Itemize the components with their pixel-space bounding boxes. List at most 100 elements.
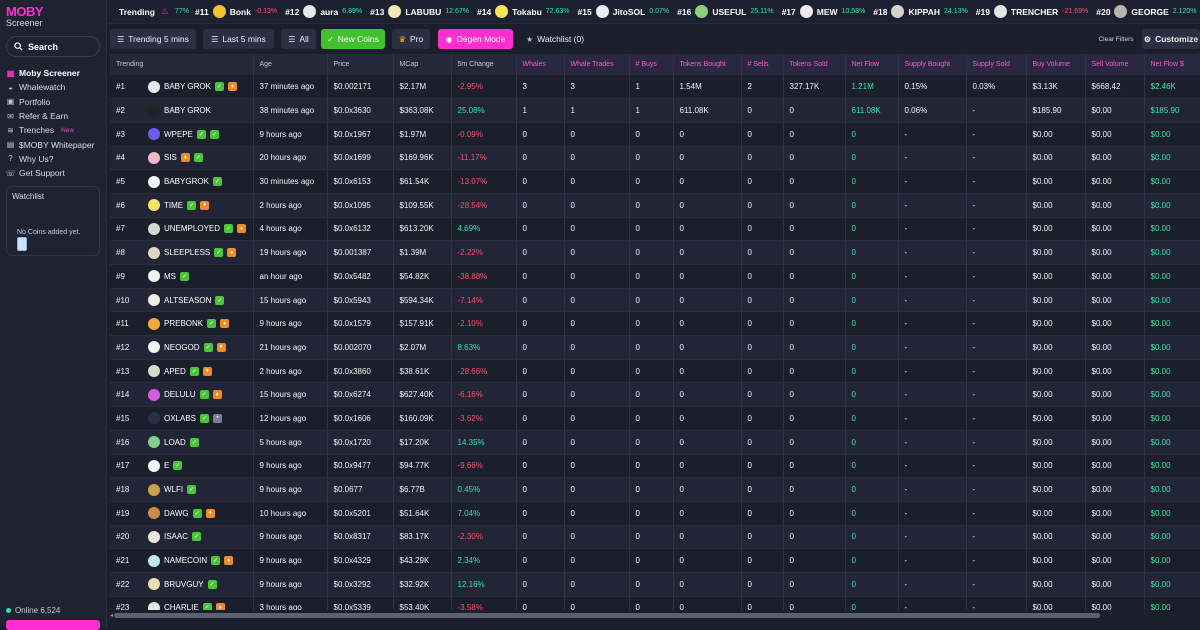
sidebar-item-why-us[interactable]: ? Why Us?: [6, 152, 104, 166]
token-cell[interactable]: #3 WPEPE ✓ ✓: [110, 122, 254, 147]
table-row[interactable]: #8 SLEEPLESS ✓ ♦ 19 hours ago $0.001387 $1.39…: [110, 240, 1200, 265]
token-cell[interactable]: #22 BRUVGUY ✓: [110, 572, 254, 597]
column-header[interactable]: Net Flow: [845, 54, 899, 75]
watchlist-button[interactable]: ★ Watchlist (0): [520, 29, 590, 49]
customize-button[interactable]: ⚙ Customize: [1142, 29, 1200, 49]
table-row[interactable]: #18 WLFI ✓ 9 hours ago $0.0677 $6.77B 0.45% 0 0…: [110, 477, 1200, 502]
column-header[interactable]: Sell Volume: [1085, 54, 1145, 75]
token-cell[interactable]: #14 DELULU ✓ ♦: [110, 382, 254, 408]
token-cell[interactable]: #8 SLEEPLESS ✓ ♦: [110, 240, 254, 265]
table-row[interactable]: #15 OXLABS ✓ • 12 hours ago $0.0x1606 $160.09…: [110, 406, 1200, 431]
scroll-left-arrow-icon[interactable]: ◂: [110, 613, 114, 619]
token-cell[interactable]: #15 OXLABS ✓ •: [110, 406, 254, 431]
table-row[interactable]: #13 APED ✓ ♦ 2 hours ago $0.0x3860 $38.61K -28…: [110, 359, 1200, 384]
sidebar-cta-button[interactable]: [6, 620, 100, 630]
table-row[interactable]: #16 LOAD ✓ 5 hours ago $0.0x1720 $17.20K 14.3…: [110, 430, 1200, 455]
degen-mode-button[interactable]: ◉ Degen Mode: [438, 29, 513, 49]
sidebar-item-whalewatch[interactable]: ◒ Whalewatch: [6, 80, 104, 94]
token-cell[interactable]: #19 DAWG ✓ ♦: [110, 501, 254, 526]
last-5m-button[interactable]: ☰ Last 5 mins: [203, 29, 274, 49]
token-cell[interactable]: #6 TIME ✓ ♦: [110, 193, 254, 218]
table-row[interactable]: #6 TIME ✓ ♦ 2 hours ago $0.0x1095 $109.55K -28…: [110, 193, 1200, 218]
table-row[interactable]: #7 UNEMPLOYED ✓ ♦ 4 hours ago $0.0x6132 $613.…: [110, 217, 1200, 242]
table-row[interactable]: #10 ALTSEASON ✓ 15 hours ago $0.0x5943 $594.…: [110, 288, 1200, 313]
column-header[interactable]: 5m Change: [451, 54, 517, 75]
column-header[interactable]: Net Flow $: [1144, 54, 1200, 75]
ticker-item[interactable]: #15 JitoSOL 0.07%: [578, 5, 669, 18]
table-row[interactable]: #5 BABYGROK ✓ 30 minutes ago $0.0x6153 $61.5…: [110, 169, 1200, 194]
sidebar-item-get-support[interactable]: ☏ Get Support: [6, 166, 104, 180]
column-header[interactable]: Whale Trades: [564, 54, 630, 75]
column-header[interactable]: Supply Bought: [898, 54, 967, 75]
token-cell[interactable]: #17 E ✓: [110, 454, 254, 479]
column-header[interactable]: Trending: [110, 54, 254, 75]
new-coins-button[interactable]: ✓ New Coins: [321, 29, 385, 49]
ticker-item[interactable]: #16 USEFUL 25.11%: [677, 5, 774, 18]
token-cell[interactable]: #7 UNEMPLOYED ✓ ♦: [110, 217, 254, 242]
trending-5m-button[interactable]: ☰ Trending 5 mins: [110, 29, 196, 49]
token-cell[interactable]: #1 BABY GROK ✓ ♦: [110, 75, 254, 100]
column-header[interactable]: Supply Sold: [966, 54, 1027, 75]
table-row[interactable]: #23 CHARLIE ✓ ♦ 3 hours ago $0.0x5339 $53.40K…: [110, 596, 1200, 610]
all-button[interactable]: ☰ All: [281, 29, 316, 49]
column-header[interactable]: # Buys: [629, 54, 674, 75]
sidebar-item-whitepaper[interactable]: ▤ $MOBY Whitepaper: [6, 137, 104, 151]
table-row[interactable]: #2 BABY GROK 38 minutes ago $0.0x3630 $363.…: [110, 98, 1200, 123]
table-row[interactable]: #21 NAMECOIN ✓ ♦ 9 hours ago $0.0x4329 $43.29…: [110, 548, 1200, 573]
clear-filters-button[interactable]: Clear Filters: [1098, 35, 1134, 43]
column-header[interactable]: Buy Volume: [1026, 54, 1086, 75]
search-button[interactable]: Search: [6, 36, 100, 57]
sidebar-item-refer-earn[interactable]: ✉ Refer & Earn: [6, 109, 104, 123]
column-header[interactable]: Price: [327, 54, 394, 75]
ticker-item[interactable]: #19 TRENCHER -21.69%: [976, 5, 1088, 18]
ticker-item[interactable]: #14 Tokabu 72.63%: [477, 5, 570, 18]
ticker-item[interactable]: #12 aura 6.89%: [285, 5, 362, 18]
logo[interactable]: MOBY Screener: [6, 5, 44, 28]
table-row[interactable]: #11 PREBONK ✓ ♦ 9 hours ago $0.0x1579 $157.91…: [110, 311, 1200, 337]
column-header[interactable]: Whales: [516, 54, 565, 75]
pro-button[interactable]: ♛ Pro: [392, 29, 430, 49]
table-row[interactable]: #17 E ✓ 9 hours ago $0.0x9477 $94.77K -9.66% 0…: [110, 454, 1200, 479]
sidebar-item-moby-screener[interactable]: ▦ Moby Screener: [6, 66, 104, 80]
column-header[interactable]: MCap: [393, 54, 452, 75]
token-cell[interactable]: #13 APED ✓ ♦: [110, 359, 254, 384]
column-header[interactable]: # Sells: [741, 54, 784, 75]
table-row[interactable]: #9 MS ✓ an hour ago $0.0x5482 $54.82K -38.88%…: [110, 264, 1200, 289]
table-row[interactable]: #19 DAWG ✓ ♦ 10 hours ago $0.0x5201 $51.64K 7.…: [110, 501, 1200, 526]
token-cell[interactable]: #21 NAMECOIN ✓ ♦: [110, 548, 254, 573]
token-cell[interactable]: #20 ISAAC ✓: [110, 525, 254, 550]
sidebar-item-trenches[interactable]: ≋ Trenches New: [6, 123, 104, 137]
token-cell[interactable]: #10 ALTSEASON ✓: [110, 288, 254, 313]
column-header[interactable]: Tokens Bought: [673, 54, 742, 75]
sidebar-item-portfolio[interactable]: ▣ Portfolio: [6, 95, 104, 109]
table-row[interactable]: #1 BABY GROK ✓ ♦ 37 minutes ago $0.002171 $2.…: [110, 75, 1200, 100]
ticker-item[interactable]: #20 GEORGE 2.120%: [1096, 5, 1196, 18]
ticker-name: TRENCHER: [1010, 6, 1059, 17]
table-row[interactable]: #12 NEOGOD ✓ ♦ 21 hours ago $0.002070 $2.07M 8…: [110, 335, 1200, 360]
table-row[interactable]: #22 BRUVGUY ✓ 9 hours ago $0.0x3292 $32.92K 1…: [110, 572, 1200, 597]
change-cell: 4.69%: [451, 217, 517, 242]
column-header[interactable]: Tokens Sold: [783, 54, 846, 75]
token-cell[interactable]: #4 SIS ♦ ✓: [110, 146, 254, 171]
token-cell[interactable]: #23 CHARLIE ✓ ♦: [110, 596, 254, 610]
token-cell[interactable]: #12 NEOGOD ✓ ♦: [110, 335, 254, 360]
table-row[interactable]: #4 SIS ♦ ✓ 20 hours ago $0.0x1699 $169.96K -11…: [110, 146, 1200, 171]
ticker-item[interactable]: #13 LABUBU 12.67%: [370, 5, 469, 18]
ticker-item[interactable]: #17 MEW 10.58%: [782, 5, 865, 18]
token-cell[interactable]: #16 LOAD ✓: [110, 430, 254, 455]
table-row[interactable]: #20 ISAAC ✓ 9 hours ago $0.0x8317 $83.17K -2.…: [110, 525, 1200, 550]
table-row[interactable]: #3 WPEPE ✓ ✓ 9 hours ago $0.0x1967 $1.97M -0.0…: [110, 122, 1200, 147]
token-cell[interactable]: #5 BABYGROK ✓: [110, 169, 254, 194]
token-cell[interactable]: #18 WLFI ✓: [110, 477, 254, 502]
supply-bought-cell: -: [898, 477, 967, 502]
ticker-item[interactable]: #18 KIPPAH 24.13%: [873, 5, 968, 18]
net-flow-usd-cell: $0.00: [1144, 382, 1200, 408]
scrollbar-thumb[interactable]: [114, 613, 1100, 618]
horizontal-scrollbar[interactable]: ◂: [110, 611, 1200, 620]
token-cell[interactable]: #2 BABY GROK: [110, 98, 254, 123]
token-cell[interactable]: #11 PREBONK ✓ ♦: [110, 311, 254, 337]
token-cell[interactable]: #9 MS ✓: [110, 264, 254, 289]
table-row[interactable]: #14 DELULU ✓ ♦ 15 hours ago $0.0x6274 $627.40…: [110, 382, 1200, 408]
column-header[interactable]: Age: [253, 54, 328, 75]
ticker-item[interactable]: #11 Bonk -0.13%: [195, 5, 277, 18]
